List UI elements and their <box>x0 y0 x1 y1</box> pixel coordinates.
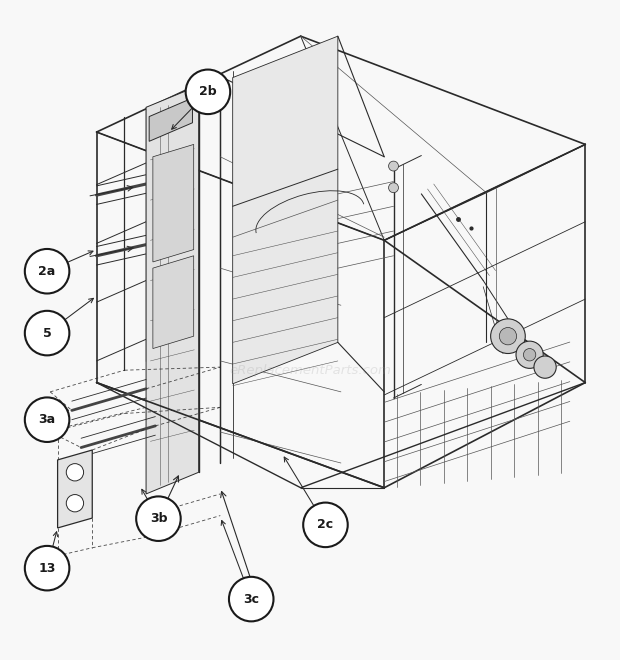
Text: eReplacementParts.com: eReplacementParts.com <box>229 364 391 377</box>
Circle shape <box>389 183 399 193</box>
Text: 2a: 2a <box>38 265 56 278</box>
Text: 2b: 2b <box>199 85 217 98</box>
Polygon shape <box>232 36 338 384</box>
Circle shape <box>185 69 230 114</box>
Circle shape <box>136 496 180 541</box>
Circle shape <box>499 327 516 345</box>
Polygon shape <box>146 86 198 494</box>
Circle shape <box>303 503 348 547</box>
Polygon shape <box>153 145 193 262</box>
Circle shape <box>25 546 69 591</box>
Polygon shape <box>149 98 192 141</box>
Circle shape <box>534 356 556 378</box>
Circle shape <box>516 341 543 368</box>
Circle shape <box>229 577 273 621</box>
Circle shape <box>389 161 399 171</box>
Circle shape <box>25 397 69 442</box>
Circle shape <box>25 311 69 355</box>
Text: 2c: 2c <box>317 518 334 531</box>
Circle shape <box>66 463 84 481</box>
Text: 3c: 3c <box>243 593 259 606</box>
Text: 3b: 3b <box>149 512 167 525</box>
Circle shape <box>523 348 536 361</box>
Text: 5: 5 <box>43 327 51 340</box>
Text: 13: 13 <box>38 562 56 575</box>
Circle shape <box>66 494 84 512</box>
Polygon shape <box>153 256 193 348</box>
Text: 3a: 3a <box>38 413 56 426</box>
Polygon shape <box>58 450 92 528</box>
Circle shape <box>25 249 69 294</box>
Circle shape <box>490 319 525 354</box>
